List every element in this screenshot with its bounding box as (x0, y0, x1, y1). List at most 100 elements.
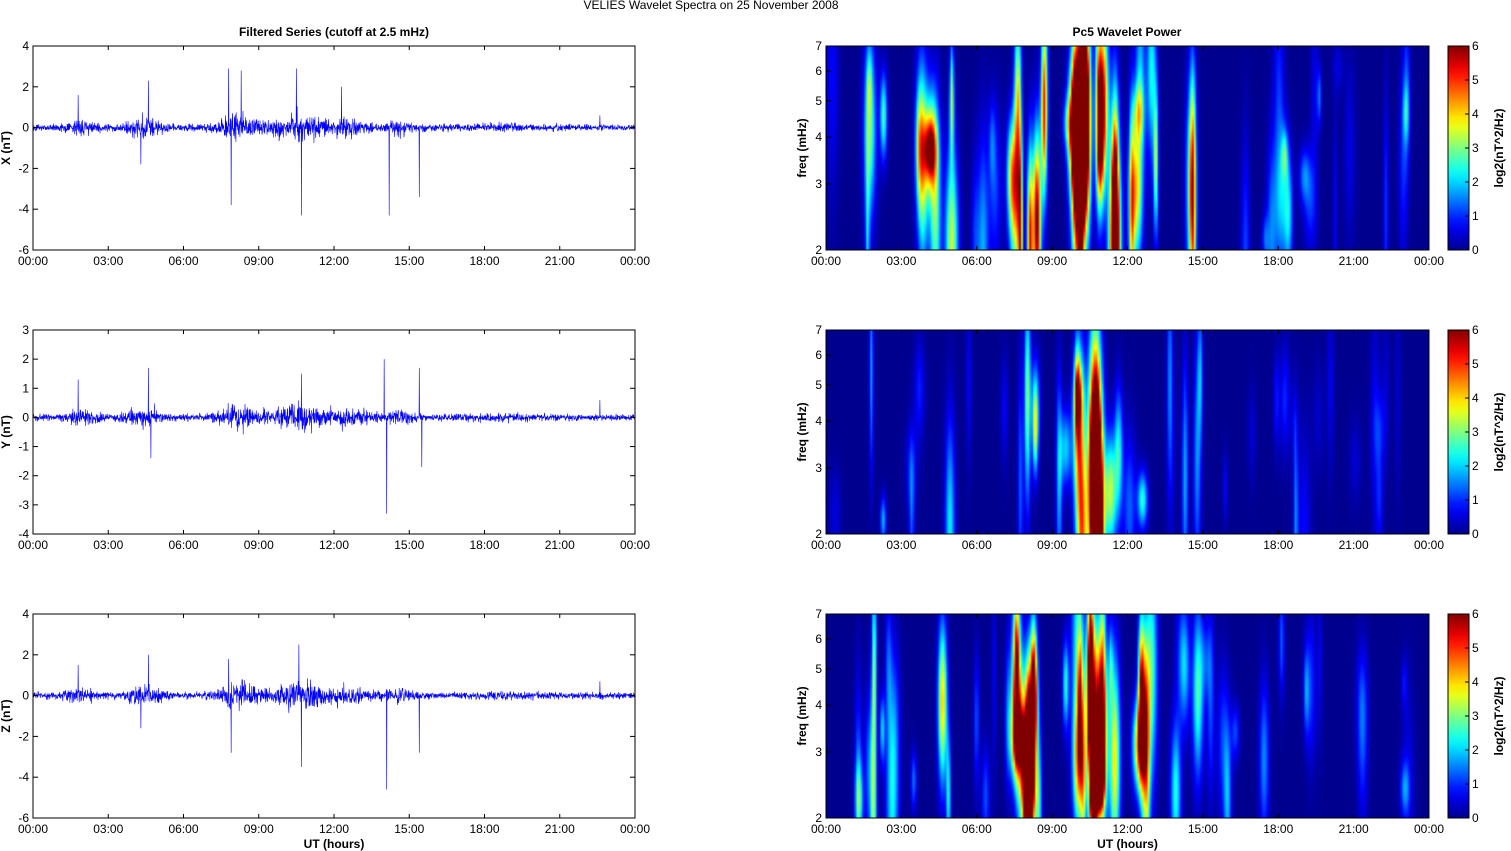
wavelet-x-power-map (826, 46, 1429, 250)
series-z-ytick-label: -4 (18, 770, 29, 784)
wavelet-y-ytick-label: 4 (815, 414, 822, 428)
wavelet-y-colorbar-tick-label: 3 (1472, 425, 1479, 439)
wavelet-z-xtick-label: 06:00 (962, 822, 992, 836)
wavelet-y-xtick-label: 00:00 (811, 538, 841, 552)
series-z-axes-frame (32, 613, 636, 819)
wavelet-z-xtick-label: 21:00 (1339, 822, 1369, 836)
wavelet-z-xtick-label: 09:00 (1037, 822, 1067, 836)
wavelet-z-xtick-label: 03:00 (886, 822, 916, 836)
wavelet-z-colorbar-tick-label: 5 (1472, 641, 1479, 655)
series-y-xtick-label: 15:00 (394, 538, 424, 552)
series-y-ytick-label: -2 (18, 469, 29, 483)
wavelet-x-ytick-label: 2 (815, 243, 822, 257)
wavelet-x-xtick-label: 00:00 (811, 254, 841, 268)
wavelet-x-colorbar-label: log2(nT^2/Hz) (1492, 108, 1506, 187)
series-x-ytick-label: 2 (22, 80, 29, 94)
wavelet-y-colorbar-tick-label: 0 (1472, 527, 1479, 541)
wavelet-z-xtick-label: 18:00 (1263, 822, 1293, 836)
wavelet-y-ylabel: freq (mHz) (795, 402, 809, 461)
wavelet-z-colorbar-tick-label: 1 (1472, 777, 1479, 791)
series-y-trace (33, 359, 635, 514)
wavelet-y-xtick-label: 15:00 (1188, 538, 1218, 552)
series-y-ylabel: Y (nT) (0, 415, 13, 449)
wavelet-y-xtick-label: 06:00 (962, 538, 992, 552)
wavelet-z-colorbar-tick-label: 0 (1472, 811, 1479, 825)
series-z-xtick-label: 15:00 (394, 822, 424, 836)
series-x-ytick-label: -6 (18, 243, 29, 257)
series-y-ytick-label: 3 (22, 323, 29, 337)
series-z-ytick-label: 4 (22, 607, 29, 621)
wavelet-x-colorbar-tick-label: 3 (1472, 141, 1479, 155)
wavelet-y-ytick-label: 7 (815, 323, 822, 337)
left-column-title: Filtered Series (cutoff at 2.5 mHz) (239, 25, 429, 39)
series-z-xtick-label: 21:00 (545, 822, 575, 836)
series-z-xtick-label: 03:00 (93, 822, 123, 836)
series-x-xtick-label: 18:00 (469, 254, 499, 268)
wavelet-z-colorbar-tick-label: 2 (1472, 743, 1479, 757)
wavelet-y-xtick-label: 12:00 (1112, 538, 1142, 552)
series-z-ytick-label: 0 (22, 689, 29, 703)
series-y-ytick-label: -3 (18, 498, 29, 512)
wavelet-x-colorbar-tick-label: 2 (1472, 175, 1479, 189)
wavelet-x-xtick-label: 15:00 (1188, 254, 1218, 268)
series-x-xtick-label: 06:00 (168, 254, 198, 268)
series-z-trace (33, 644, 635, 790)
wavelet-y-colorbar-tick-label: 5 (1472, 357, 1479, 371)
wavelet-y-colorbar-tick-label: 4 (1472, 391, 1479, 405)
right-column-title: Pc5 Wavelet Power (1073, 25, 1182, 39)
series-y-ytick-label: 1 (22, 381, 29, 395)
wavelet-x-ylabel: freq (mHz) (795, 118, 809, 177)
series-z-ylabel: Z (nT) (0, 699, 13, 732)
series-x-xtick-label: 00:00 (18, 254, 48, 268)
wavelet-y-xtick-label: 18:00 (1263, 538, 1293, 552)
wavelet-z-colorbar-label: log2(nT^2/Hz) (1492, 676, 1506, 755)
wavelet-y-xtick-label: 00:00 (1414, 538, 1444, 552)
series-x-ylabel: X (nT) (0, 131, 13, 165)
wavelet-x-xtick-label: 00:00 (1414, 254, 1444, 268)
wavelet-x-colorbar-tick-label: 1 (1472, 209, 1479, 223)
series-y-xtick-label: 21:00 (545, 538, 575, 552)
series-z-xtick-label: 00:00 (620, 822, 650, 836)
wavelet-x-xtick-label: 03:00 (886, 254, 916, 268)
wavelet-z-ytick-label: 3 (815, 745, 822, 759)
wavelet-z-xtick-label: 00:00 (1414, 822, 1444, 836)
series-z-ytick-label: 2 (22, 648, 29, 662)
wavelet-x-xtick-label: 21:00 (1339, 254, 1369, 268)
wavelet-z-xtick-label: 00:00 (811, 822, 841, 836)
series-y-xtick-label: 03:00 (93, 538, 123, 552)
wavelet-y-ytick-label: 6 (815, 348, 822, 362)
wavelet-y-ytick-label: 5 (815, 378, 822, 392)
series-y-ytick-label: 2 (22, 352, 29, 366)
wavelet-x-colorbar-tick-label: 0 (1472, 243, 1479, 257)
wavelet-x-xtick-label: 12:00 (1112, 254, 1142, 268)
wavelet-z-power-map (826, 614, 1429, 818)
wavelet-z-colorbar-tick-label: 3 (1472, 709, 1479, 723)
series-z-xtick-label: 18:00 (469, 822, 499, 836)
series-x-ytick-label: -4 (18, 202, 29, 216)
wavelet-y-colorbar-tick-label: 2 (1472, 459, 1479, 473)
wavelet-x-colorbar-tick-label: 6 (1472, 39, 1479, 53)
series-y-axes-frame (32, 329, 636, 535)
wavelet-z-colorbar-tick-label: 6 (1472, 607, 1479, 621)
series-y-xtick-label: 09:00 (244, 538, 274, 552)
wavelet-x-ytick-label: 7 (815, 39, 822, 53)
wavelet-y-ytick-label: 3 (815, 461, 822, 475)
wavelet-x-xtick-label: 18:00 (1263, 254, 1293, 268)
series-y-ytick-label: 0 (22, 410, 29, 424)
wavelet-x-ytick-label: 6 (815, 64, 822, 78)
wavelet-y-colorbar-tick-label: 6 (1472, 323, 1479, 337)
series-x-xtick-label: 03:00 (93, 254, 123, 268)
wavelet-z-xtick-label: 15:00 (1188, 822, 1218, 836)
wavelet-z-xtick-label: 12:00 (1112, 822, 1142, 836)
series-x-xtick-label: 15:00 (394, 254, 424, 268)
wavelet-z-ytick-label: 4 (815, 698, 822, 712)
series-x-axes-frame (32, 45, 636, 251)
series-x-trace (33, 68, 635, 216)
wavelet-z-ytick-label: 6 (815, 632, 822, 646)
series-y-xtick-label: 00:00 (620, 538, 650, 552)
series-y-xtick-label: 06:00 (168, 538, 198, 552)
wavelet-x-ytick-label: 5 (815, 94, 822, 108)
wavelet-z-colorbar-tick-label: 4 (1472, 675, 1479, 689)
wavelet-y-colorbar-tick-label: 1 (1472, 493, 1479, 507)
